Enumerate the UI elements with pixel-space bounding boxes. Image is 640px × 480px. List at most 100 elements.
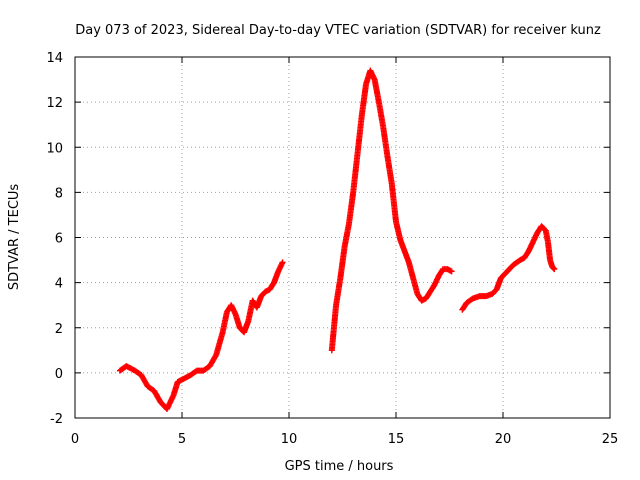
- data-point: [401, 248, 408, 255]
- data-point: [236, 324, 243, 331]
- data-point: [279, 259, 286, 266]
- data-point: [418, 297, 425, 304]
- x-tick-label: 15: [388, 432, 405, 447]
- data-point: [525, 248, 532, 255]
- data-point: [397, 236, 404, 243]
- data-point: [405, 259, 412, 266]
- data-point: [358, 112, 365, 119]
- data-point: [422, 295, 429, 302]
- data-point: [476, 293, 483, 300]
- data-point: [444, 266, 451, 273]
- data-point: [219, 329, 226, 336]
- data-point: [517, 257, 524, 264]
- data-point: [521, 254, 528, 261]
- data-point: [529, 239, 536, 246]
- data-point: [245, 317, 252, 324]
- x-tick-label: 20: [495, 432, 512, 447]
- data-point: [371, 76, 378, 83]
- data-point: [213, 351, 220, 358]
- data-point: [547, 257, 554, 264]
- data-point: [363, 81, 370, 88]
- data-point: [138, 372, 145, 379]
- data-point: [271, 279, 278, 286]
- data-point: [345, 220, 352, 227]
- y-tick-label: 2: [55, 322, 63, 337]
- series-segment-2: [328, 67, 455, 354]
- data-point: [350, 189, 357, 196]
- data-point: [275, 268, 282, 275]
- data-point: [534, 229, 541, 236]
- data-point: [258, 293, 265, 300]
- data-point: [504, 268, 511, 275]
- data-point: [427, 288, 434, 295]
- y-tick-label: 4: [55, 277, 63, 292]
- data-point: [249, 297, 256, 304]
- data-point: [380, 123, 387, 130]
- y-tick-label: 6: [55, 232, 63, 247]
- data-point: [179, 376, 185, 383]
- data-point: [538, 223, 545, 230]
- data-point: [262, 288, 269, 295]
- data-point: [463, 299, 470, 306]
- data-point: [123, 363, 130, 370]
- data-point: [493, 286, 500, 293]
- data-point: [164, 405, 171, 412]
- data-point: [253, 304, 260, 311]
- data-point: [170, 392, 177, 399]
- data-point: [414, 290, 421, 297]
- data-point: [206, 363, 213, 370]
- data-point: [354, 151, 361, 158]
- data-point: [151, 387, 158, 394]
- data-point: [223, 308, 230, 315]
- data-point: [410, 275, 417, 282]
- data-point: [375, 99, 382, 106]
- x-tick-label: 5: [178, 432, 186, 447]
- data-point: [266, 286, 273, 293]
- x-axis-label: GPS time / hours: [285, 459, 394, 474]
- data-point: [157, 399, 164, 406]
- series-segment-3: [459, 223, 558, 313]
- data-point: [448, 268, 455, 275]
- y-tick-label: 10: [46, 141, 63, 156]
- y-tick-label: 0: [55, 367, 63, 382]
- data-points: [116, 67, 558, 412]
- y-tick-label: 12: [46, 96, 63, 111]
- data-point: [367, 67, 374, 74]
- data-point: [116, 367, 123, 374]
- data-point: [393, 218, 399, 225]
- data-point: [328, 347, 335, 354]
- data-point: [544, 239, 551, 246]
- data-point: [431, 281, 438, 288]
- data-point: [174, 378, 181, 385]
- data-point: [187, 372, 194, 379]
- data-point: [193, 367, 200, 374]
- data-point: [551, 266, 558, 273]
- y-tick-label: -2: [50, 412, 63, 427]
- y-axis: -2 0 2 4 6 8 10 12 14: [46, 51, 610, 427]
- data-point: [542, 227, 549, 234]
- data-point: [482, 293, 489, 300]
- y-tick-label: 14: [46, 51, 63, 66]
- data-point: [200, 367, 207, 374]
- data-point: [333, 302, 340, 309]
- data-point: [435, 272, 442, 279]
- grid: [75, 57, 610, 418]
- y-tick-label: 8: [55, 186, 63, 201]
- data-point: [459, 306, 466, 313]
- data-point: [131, 367, 138, 374]
- data-point: [232, 311, 239, 318]
- y-axis-label: SDTVAR / TECUs: [7, 184, 22, 291]
- data-point: [384, 153, 391, 160]
- data-point: [144, 383, 151, 390]
- data-point: [241, 329, 248, 336]
- data-point: [510, 261, 517, 268]
- data-point: [470, 295, 477, 302]
- x-axis: 0 5 10 15 20 25: [71, 57, 618, 447]
- data-point: [489, 290, 496, 297]
- x-tick-label: 0: [71, 432, 79, 447]
- data-point: [388, 180, 395, 187]
- x-tick-label: 25: [602, 432, 619, 447]
- data-point: [341, 243, 348, 250]
- series-segment-1: [116, 259, 286, 412]
